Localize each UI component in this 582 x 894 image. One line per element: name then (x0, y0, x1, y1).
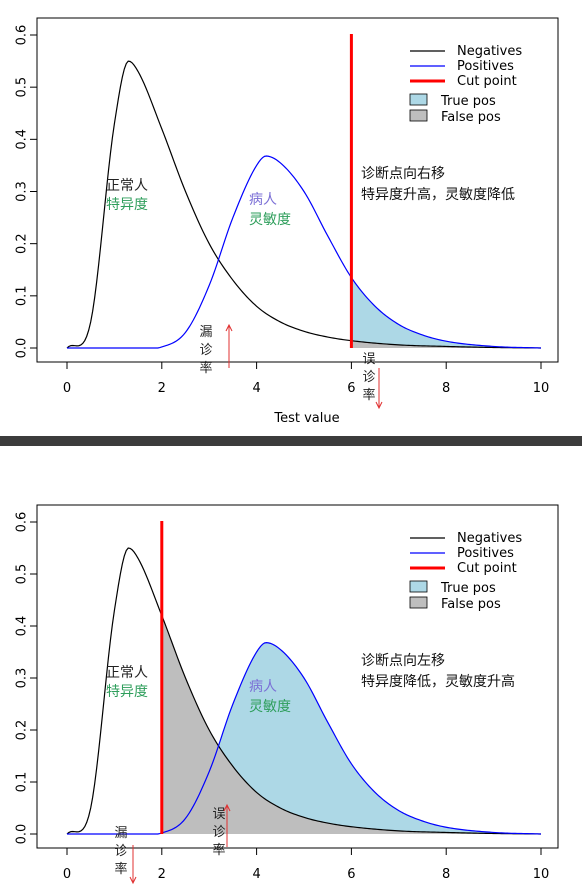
panel-divider (0, 436, 582, 446)
annotation-normal: 正常人 (106, 178, 148, 194)
annotation-patients: 病人 (249, 192, 277, 208)
misdiagnosis-rate-arrow-head (375, 401, 383, 410)
x-tick-label: 4 (252, 381, 260, 396)
x-tick-label: 8 (442, 867, 450, 882)
legend-entry: Cut point (457, 74, 517, 89)
annotation-miss-rate: 漏 (199, 324, 212, 340)
y-tick-label: 0.4 (15, 616, 30, 637)
annotation-miss-rate: 漏 (114, 825, 127, 841)
annotation-normal: 正常人 (106, 665, 148, 681)
annotation-patients: 病人 (249, 679, 277, 695)
annotation-sensitivity: 灵敏度 (249, 699, 291, 715)
positives-curve (67, 155, 542, 349)
legend-entry: True pos (440, 94, 496, 109)
x-tick-label: 6 (347, 867, 355, 882)
annotation-miss-rate: 诊 (114, 844, 127, 859)
positives-curve (67, 642, 542, 835)
annotation-misdiagnosis-rate: 误 (212, 807, 225, 822)
y-tick-label: 0.0 (15, 824, 30, 845)
x-tick-label: 10 (533, 381, 550, 396)
legend-fill-swatch (409, 109, 428, 122)
annotation-note-1: 诊断点向左移 (361, 653, 445, 669)
annotation-misdiagnosis-rate: 误 (362, 352, 375, 367)
misdiagnosis-rate-arrow-head (223, 803, 231, 812)
y-tick-label: 0.2 (15, 720, 30, 741)
legend-entry: Cut point (457, 561, 517, 576)
true-pos-area (161, 642, 542, 834)
legend-entry: Positives (457, 59, 514, 74)
annotation-note-2: 特异度升高，灵敏度降低 (361, 186, 515, 203)
y-tick-label: 0.6 (15, 25, 30, 46)
chart-panel-1: 0.0 0.1 0.2 0.3 0.4 0.5 0.6 0 2 4 6 8 10 Test value Ne… (15, 17, 559, 426)
legend-fill-swatch (409, 580, 428, 593)
y-tick-label: 0.3 (15, 181, 30, 202)
x-tick-label: 2 (158, 867, 166, 882)
negatives-curve (66, 547, 542, 835)
x-tick-label: 6 (347, 381, 355, 396)
negatives-curve (66, 60, 542, 349)
legend-entry: Negatives (457, 44, 522, 59)
legend-entry: True pos (440, 581, 496, 596)
legend-entry: False pos (441, 110, 501, 125)
annotation-misdiagnosis-rate: 率 (212, 842, 225, 858)
y-tick-label: 0.1 (15, 285, 30, 306)
miss-rate-arrow-head (225, 323, 233, 332)
x-tick-label: 2 (158, 381, 166, 396)
chart-panel-2: 0.0 0.1 0.2 0.3 0.4 0.5 0.6 0 2 4 6 8 10 NegativesPos… (15, 504, 559, 885)
false-pos-area (161, 615, 542, 834)
annotation-note-2: 特异度降低，灵敏度升高 (361, 673, 515, 690)
annotation-sensitivity: 灵敏度 (249, 212, 291, 228)
legend-fill-swatch (409, 596, 428, 609)
annotation-misdiagnosis-rate: 诊 (212, 825, 225, 840)
legend-entry: Positives (457, 546, 514, 561)
annotation-note-1: 诊断点向右移 (361, 166, 445, 182)
y-tick-label: 0.5 (15, 77, 30, 98)
annotation-misdiagnosis-rate: 诊 (362, 370, 375, 385)
y-tick-label: 0.2 (15, 233, 30, 254)
legend-fill-swatch (409, 93, 428, 106)
x-tick-label: 10 (533, 867, 550, 882)
y-tick-label: 0.1 (15, 772, 30, 793)
x-tick-label: 4 (252, 867, 260, 882)
legend-entry: False pos (441, 597, 501, 612)
x-tick-label: 0 (63, 867, 71, 882)
annotation-miss-rate: 诊 (199, 343, 212, 358)
y-tick-label: 0.5 (15, 564, 30, 585)
plot-frame (36, 504, 559, 849)
false-pos-area (351, 340, 541, 348)
legend-entry: Negatives (457, 531, 522, 546)
annotation-misdiagnosis-rate: 率 (362, 387, 375, 403)
x-tick-label: 8 (442, 381, 450, 396)
annotation-miss-rate: 率 (199, 360, 212, 376)
y-tick-label: 0.3 (15, 668, 30, 689)
annotation-specificity: 特异度 (106, 684, 148, 700)
miss-rate-arrow-head (129, 876, 137, 885)
annotation-specificity: 特异度 (106, 197, 148, 213)
y-tick-label: 0.0 (15, 338, 30, 359)
annotation-miss-rate: 率 (114, 861, 127, 877)
x-axis-label: Test value (273, 411, 339, 426)
x-tick-label: 0 (63, 381, 71, 396)
y-tick-label: 0.6 (15, 512, 30, 533)
plot-frame (36, 17, 559, 363)
true-pos-area (351, 277, 541, 348)
y-tick-label: 0.4 (15, 129, 30, 150)
